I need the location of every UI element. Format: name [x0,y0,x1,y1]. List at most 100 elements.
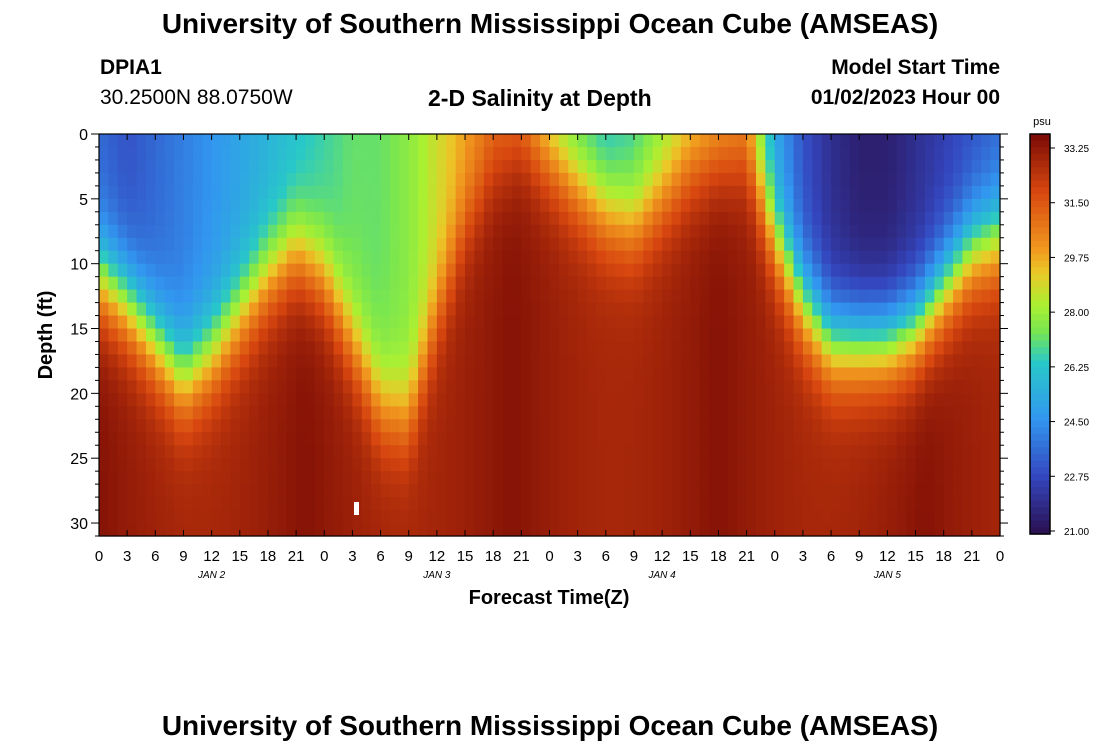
heatmap-cell [117,198,128,213]
heatmap-cell [502,315,513,330]
heatmap-cell [934,471,945,485]
heatmap-cell [530,172,541,187]
heatmap-cell [174,419,185,433]
heatmap-cell [540,276,551,291]
heatmap-cell [821,134,832,148]
heatmap-cell [418,380,429,394]
heatmap-cell [371,276,382,291]
heatmap-cell [483,237,494,252]
heatmap-cell [633,393,644,407]
heatmap-cell [680,185,691,200]
heatmap-cell [99,211,109,226]
heatmap-cell [849,471,860,485]
heatmap-cell [305,341,316,356]
heatmap-cell [896,354,907,369]
heatmap-cell [549,250,560,265]
heatmap-cell [990,211,1001,226]
heatmap-cell [361,276,372,291]
colorbar-swatch [1030,367,1050,375]
heatmap-cell [924,302,935,317]
heatmap-cell [511,134,522,148]
heatmap-cell [727,211,738,226]
heatmap-cell [324,172,335,187]
heatmap-cell [333,263,344,278]
heatmap-cell [258,341,269,356]
heatmap-cell [389,341,400,356]
heatmap-cell [746,146,757,161]
heatmap-cell [371,237,382,252]
heatmap-cell [690,354,701,369]
heatmap-cell [774,315,785,330]
heatmap-cell [624,237,635,252]
heatmap-cell [296,263,307,278]
heatmap-cell [633,497,644,511]
heatmap-cell [802,497,813,511]
heatmap-cell [643,406,654,420]
heatmap-cell [446,393,457,407]
heatmap-cell [277,172,288,187]
heatmap-cell [953,367,964,381]
heatmap-cell [324,198,335,213]
heatmap-cell [455,510,466,524]
heatmap-cell [699,393,710,407]
heatmap-cell [117,159,128,174]
heatmap-cell [408,302,419,317]
heatmap-cell [380,497,391,511]
heatmap-cell [174,510,185,524]
heatmap-cell [971,458,982,472]
heatmap-cell [314,302,325,317]
heatmap-cell [821,276,832,291]
heatmap-cell [990,458,1001,472]
heatmap-cell [624,146,635,161]
x-tick-label: 15 [682,548,699,565]
heatmap-cell [774,458,785,472]
heatmap-cell [324,367,335,381]
heatmap-cell [286,172,297,187]
heatmap-cell [436,393,447,407]
heatmap-cell [690,276,701,291]
heatmap-cell [737,341,748,356]
heatmap-cell [802,198,813,213]
heatmap-cell [446,185,457,200]
heatmap-cell [192,263,203,278]
heatmap-cell [699,198,710,213]
heatmap-cell [483,497,494,511]
heatmap-cell [117,497,128,511]
heatmap-cell [286,328,297,343]
heatmap-cell [258,432,269,446]
heatmap-cell [558,445,569,459]
heatmap-cell [399,315,410,330]
heatmap-cell [755,276,766,291]
heatmap-cell [136,134,147,148]
heatmap-cell [774,172,785,187]
heatmap-cell [502,523,513,537]
heatmap-cell [408,354,419,369]
heatmap-cell [981,523,992,537]
heatmap-cell [849,432,860,446]
heatmap-cell [680,406,691,420]
heatmap-cell [305,406,316,420]
heatmap-cell [389,289,400,304]
heatmap-cell [915,134,926,148]
heatmap-cell [596,510,607,524]
heatmap-cell [418,341,429,356]
heatmap-cell [755,172,766,187]
heatmap-cell [474,211,485,226]
heatmap-cell [127,250,138,265]
heatmap-cell [164,263,175,278]
heatmap-cell [521,172,532,187]
heatmap-cell [239,406,250,420]
heatmap-cell [699,328,710,343]
heatmap-cell [408,497,419,511]
heatmap-cell [896,523,907,537]
heatmap-cell [793,341,804,356]
heatmap-cell [239,458,250,472]
heatmap-cell [577,328,588,343]
heatmap-cell [821,224,832,239]
heatmap-cell [286,159,297,174]
heatmap-cell [812,432,823,446]
heatmap-cell [774,263,785,278]
heatmap-cell [465,172,476,187]
heatmap-cell [587,224,598,239]
heatmap-cell [831,146,842,161]
